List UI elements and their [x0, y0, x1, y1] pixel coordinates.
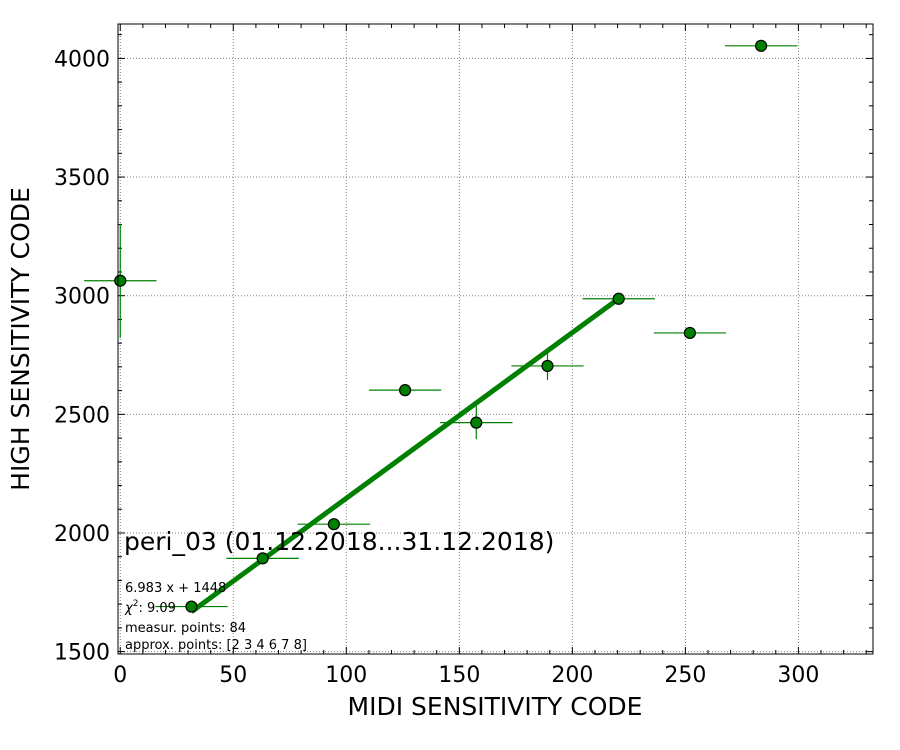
annotation-equation: 6.983 x + 1448	[125, 581, 226, 596]
data-point	[256, 552, 269, 565]
y-tick-label: 2000	[54, 522, 110, 547]
y-tick-label: 4000	[54, 47, 110, 72]
data-point	[683, 326, 697, 340]
x-tick-label: 100	[325, 663, 367, 688]
chi2-symbol: χ	[124, 601, 134, 616]
chi2-superscript: 2	[133, 599, 139, 609]
x-tick-label: 150	[438, 663, 480, 688]
y-axis-label: HIGH SENSITIVITY CODE	[6, 187, 35, 491]
data-point	[398, 384, 412, 397]
data-point	[185, 600, 198, 613]
annotation-title: peri_03 (01.12.2018...31.12.2018)	[124, 527, 554, 556]
annotation-chi2: χ2: 9.09	[124, 599, 176, 616]
grid	[118, 24, 873, 654]
data-point	[541, 359, 554, 373]
x-tick-label: 300	[777, 663, 819, 688]
y-tick-label: 3500	[54, 166, 110, 191]
annotation-measur-points: measur. points: 84	[125, 621, 246, 636]
data-point	[470, 416, 483, 429]
plot-background	[118, 24, 873, 654]
y-tick-label: 1500	[54, 641, 110, 666]
axis-ticks	[118, 24, 873, 654]
data-point	[114, 274, 127, 287]
y-tick-label: 3000	[54, 285, 110, 310]
data-point	[327, 518, 340, 531]
data-point	[755, 39, 768, 52]
annotation-approx-points: approx. points: [2 3 4 6 7 8]	[125, 638, 307, 653]
data-point	[612, 292, 625, 305]
x-tick-label: 250	[664, 663, 706, 688]
x-tick-label: 200	[551, 663, 593, 688]
chi2-value: : 9.09	[138, 601, 175, 616]
x-axis-label: MIDI SENSITIVITY CODE	[348, 692, 643, 721]
y-tick-label: 2500	[54, 403, 110, 428]
tick-labels: 0 50 100 150 200 250 300 1500 2000 2500 3000 3500 40…	[54, 47, 819, 688]
x-tick-label: 50	[219, 663, 247, 688]
plot-frame	[117, 23, 874, 655]
x-tick-label: 0	[113, 663, 127, 688]
